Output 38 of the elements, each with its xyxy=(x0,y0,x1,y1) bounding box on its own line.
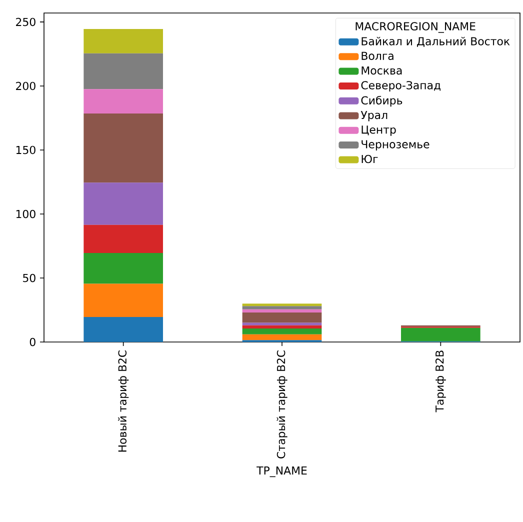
y-tick-label: 200 xyxy=(16,82,36,90)
legend-label: Волга xyxy=(362,52,394,60)
bar xyxy=(84,253,163,284)
x-tick-label: Старый тариф B2C xyxy=(276,350,288,458)
bar xyxy=(84,284,163,318)
legend-title: MACROREGION_NAME xyxy=(356,22,476,33)
bar xyxy=(242,309,322,313)
bar xyxy=(242,325,322,329)
bar xyxy=(242,334,322,340)
x-tick-label: Тариф B2B xyxy=(435,350,446,412)
legend-label: Москва xyxy=(362,66,402,75)
bar xyxy=(84,182,163,225)
bar xyxy=(242,312,322,323)
legend-label: Юг xyxy=(362,154,378,164)
bar xyxy=(401,328,480,342)
y-tick-label: 150 xyxy=(16,146,36,154)
legend-label: Сибирь xyxy=(361,96,402,107)
bar xyxy=(84,53,163,90)
bar xyxy=(84,224,163,254)
bar xyxy=(242,328,322,334)
bar xyxy=(84,113,163,183)
legend-label: Байкал и Дальний Восток xyxy=(362,36,510,47)
legend-label: Урал xyxy=(360,110,388,122)
bar xyxy=(84,317,163,342)
y-tick-label: 250 xyxy=(16,18,36,26)
legend-label: Центр xyxy=(362,126,396,136)
bar xyxy=(242,306,322,310)
y-tick-label: 100 xyxy=(16,210,36,218)
legend-label: Северо-Запад xyxy=(361,81,441,92)
bar xyxy=(84,89,163,114)
x-tick-label: Новый тариф B2C xyxy=(118,350,129,452)
y-tick-label: 0 xyxy=(30,338,36,346)
bar xyxy=(242,322,322,326)
bar xyxy=(242,304,322,306)
y-tick-label: 50 xyxy=(23,274,36,282)
legend-label: Черноземье xyxy=(362,140,430,150)
x-axis-title: TP_NAME xyxy=(256,466,307,478)
bar xyxy=(84,29,163,54)
